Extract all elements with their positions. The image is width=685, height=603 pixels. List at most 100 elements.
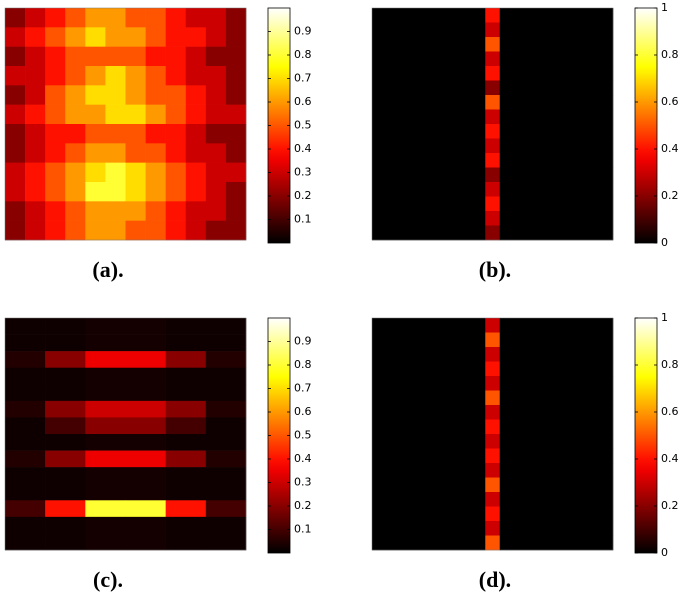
- heatmap-cell: [372, 361, 486, 377]
- heatmap-cell: [499, 95, 614, 110]
- heatmap-cell: [499, 521, 614, 536]
- heatmap-cell: [25, 220, 46, 241]
- heatmap-cell: [499, 434, 614, 449]
- colorbar-tick-label: 0: [661, 236, 668, 249]
- heatmap-cell: [145, 8, 166, 28]
- heatmap-cell: [499, 211, 614, 226]
- colorbar: [634, 7, 658, 244]
- heatmap-cell: [165, 400, 207, 418]
- heatmap-cell: [499, 332, 614, 348]
- heatmap-cell: [105, 143, 126, 163]
- colorbar-tick-label: 0.6: [661, 95, 679, 108]
- heatmap-cell: [105, 220, 126, 241]
- plot-frame: [371, 317, 614, 551]
- heatmap-cell: [65, 220, 86, 241]
- heatmap-cell: [45, 85, 66, 105]
- heatmap-cell: [165, 46, 187, 67]
- colorbar-tick-label: 0.7: [294, 72, 312, 85]
- heatmap-cell: [185, 66, 207, 86]
- heatmap-cell: [372, 521, 486, 536]
- heatmap-cell: [165, 104, 187, 125]
- colorbar-tick-label: 0.9: [294, 335, 312, 348]
- heatmap-cell: [45, 318, 86, 335]
- colorbar: [267, 7, 291, 244]
- heatmap-cell: [372, 492, 486, 507]
- heatmap-cell: [45, 182, 66, 202]
- heatmap-cell: [372, 318, 486, 333]
- plot-frame: [371, 7, 614, 241]
- heatmap-cell: [485, 405, 501, 420]
- heatmap-cell: [372, 448, 486, 464]
- heatmap-cell: [65, 182, 86, 202]
- heatmap-cell: [485, 37, 501, 52]
- heatmap-cell: [485, 477, 501, 493]
- heatmap-cell: [45, 201, 66, 221]
- heatmap-cell: [485, 448, 501, 464]
- heatmap-cell: [499, 535, 614, 551]
- heatmap-cell: [125, 162, 146, 183]
- heatmap-cell: [485, 376, 501, 391]
- heatmap-cell: [145, 46, 166, 67]
- heatmap-cell: [25, 66, 46, 86]
- heatmap-cell: [65, 143, 86, 163]
- heatmap-cell: [372, 95, 486, 110]
- heatmap-cell: [205, 318, 247, 335]
- heatmap-cell: [205, 8, 227, 28]
- heatmap-cell: [5, 516, 46, 534]
- heatmap-cell: [85, 351, 126, 369]
- heatmap-cell: [485, 182, 501, 197]
- heatmap-cell: [205, 220, 227, 241]
- colorbar-tick-label: 0.4: [294, 452, 312, 465]
- heatmap-cell: [85, 483, 126, 501]
- heatmap-cell: [145, 124, 166, 144]
- colorbar-tick-label: 0.7: [294, 382, 312, 395]
- heatmap-cell: [65, 162, 86, 183]
- heatmap-cell: [225, 162, 247, 183]
- heatmap-cell: [372, 167, 486, 183]
- heatmap-cell: [225, 143, 247, 163]
- heatmap-cell: [85, 318, 126, 335]
- heatmap-cell: [485, 225, 501, 241]
- heatmap-cell: [372, 332, 486, 348]
- heatmap-cell: [205, 85, 227, 105]
- heatmap-cell: [205, 500, 247, 518]
- heatmap-cell: [145, 162, 166, 183]
- heatmap-cell: [145, 104, 166, 125]
- heatmap-cell: [499, 376, 614, 391]
- heatmap-cell: [25, 46, 46, 67]
- heatmap-cell: [85, 85, 106, 105]
- heatmap-cell: [185, 143, 207, 163]
- heatmap-cell: [125, 143, 146, 163]
- heatmap-cell: [25, 104, 46, 125]
- heatmap-cell: [105, 66, 126, 86]
- heatmap-cell: [499, 182, 614, 197]
- heatmap-cell: [125, 384, 166, 402]
- heatmap-cell: [185, 8, 207, 28]
- heatmap-cell: [85, 384, 126, 402]
- heatmap-cell: [45, 434, 86, 451]
- heatmap-cell: [85, 8, 106, 28]
- heatmap-cell: [125, 367, 166, 385]
- heatmap-cell: [225, 8, 247, 28]
- heatmap-cell: [5, 351, 46, 369]
- heatmap-cell: [205, 104, 227, 125]
- heatmap-cell: [185, 220, 207, 241]
- heatmap-cell: [85, 124, 106, 144]
- heatmap-cell: [165, 162, 187, 183]
- heatmap-cell: [165, 384, 207, 402]
- heatmap-cell: [225, 85, 247, 105]
- heatmap-cell: [105, 201, 126, 221]
- colorbar-tick-label: 0.8: [661, 358, 679, 371]
- heatmap-cell: [85, 143, 106, 163]
- colorbar-tick-label: 0.3: [294, 476, 312, 489]
- heatmap-cell: [499, 80, 614, 96]
- heatmap-cell: [372, 390, 486, 406]
- heatmap-cell: [25, 201, 46, 221]
- heatmap-cell: [485, 124, 501, 139]
- heatmap-cell: [485, 8, 501, 23]
- heatmap-cell: [485, 318, 501, 333]
- heatmap-cell: [85, 201, 106, 221]
- colorbar-tick-label: 0.9: [294, 25, 312, 38]
- panel-label: (a).: [92, 257, 123, 282]
- heatmap-cell: [125, 351, 166, 369]
